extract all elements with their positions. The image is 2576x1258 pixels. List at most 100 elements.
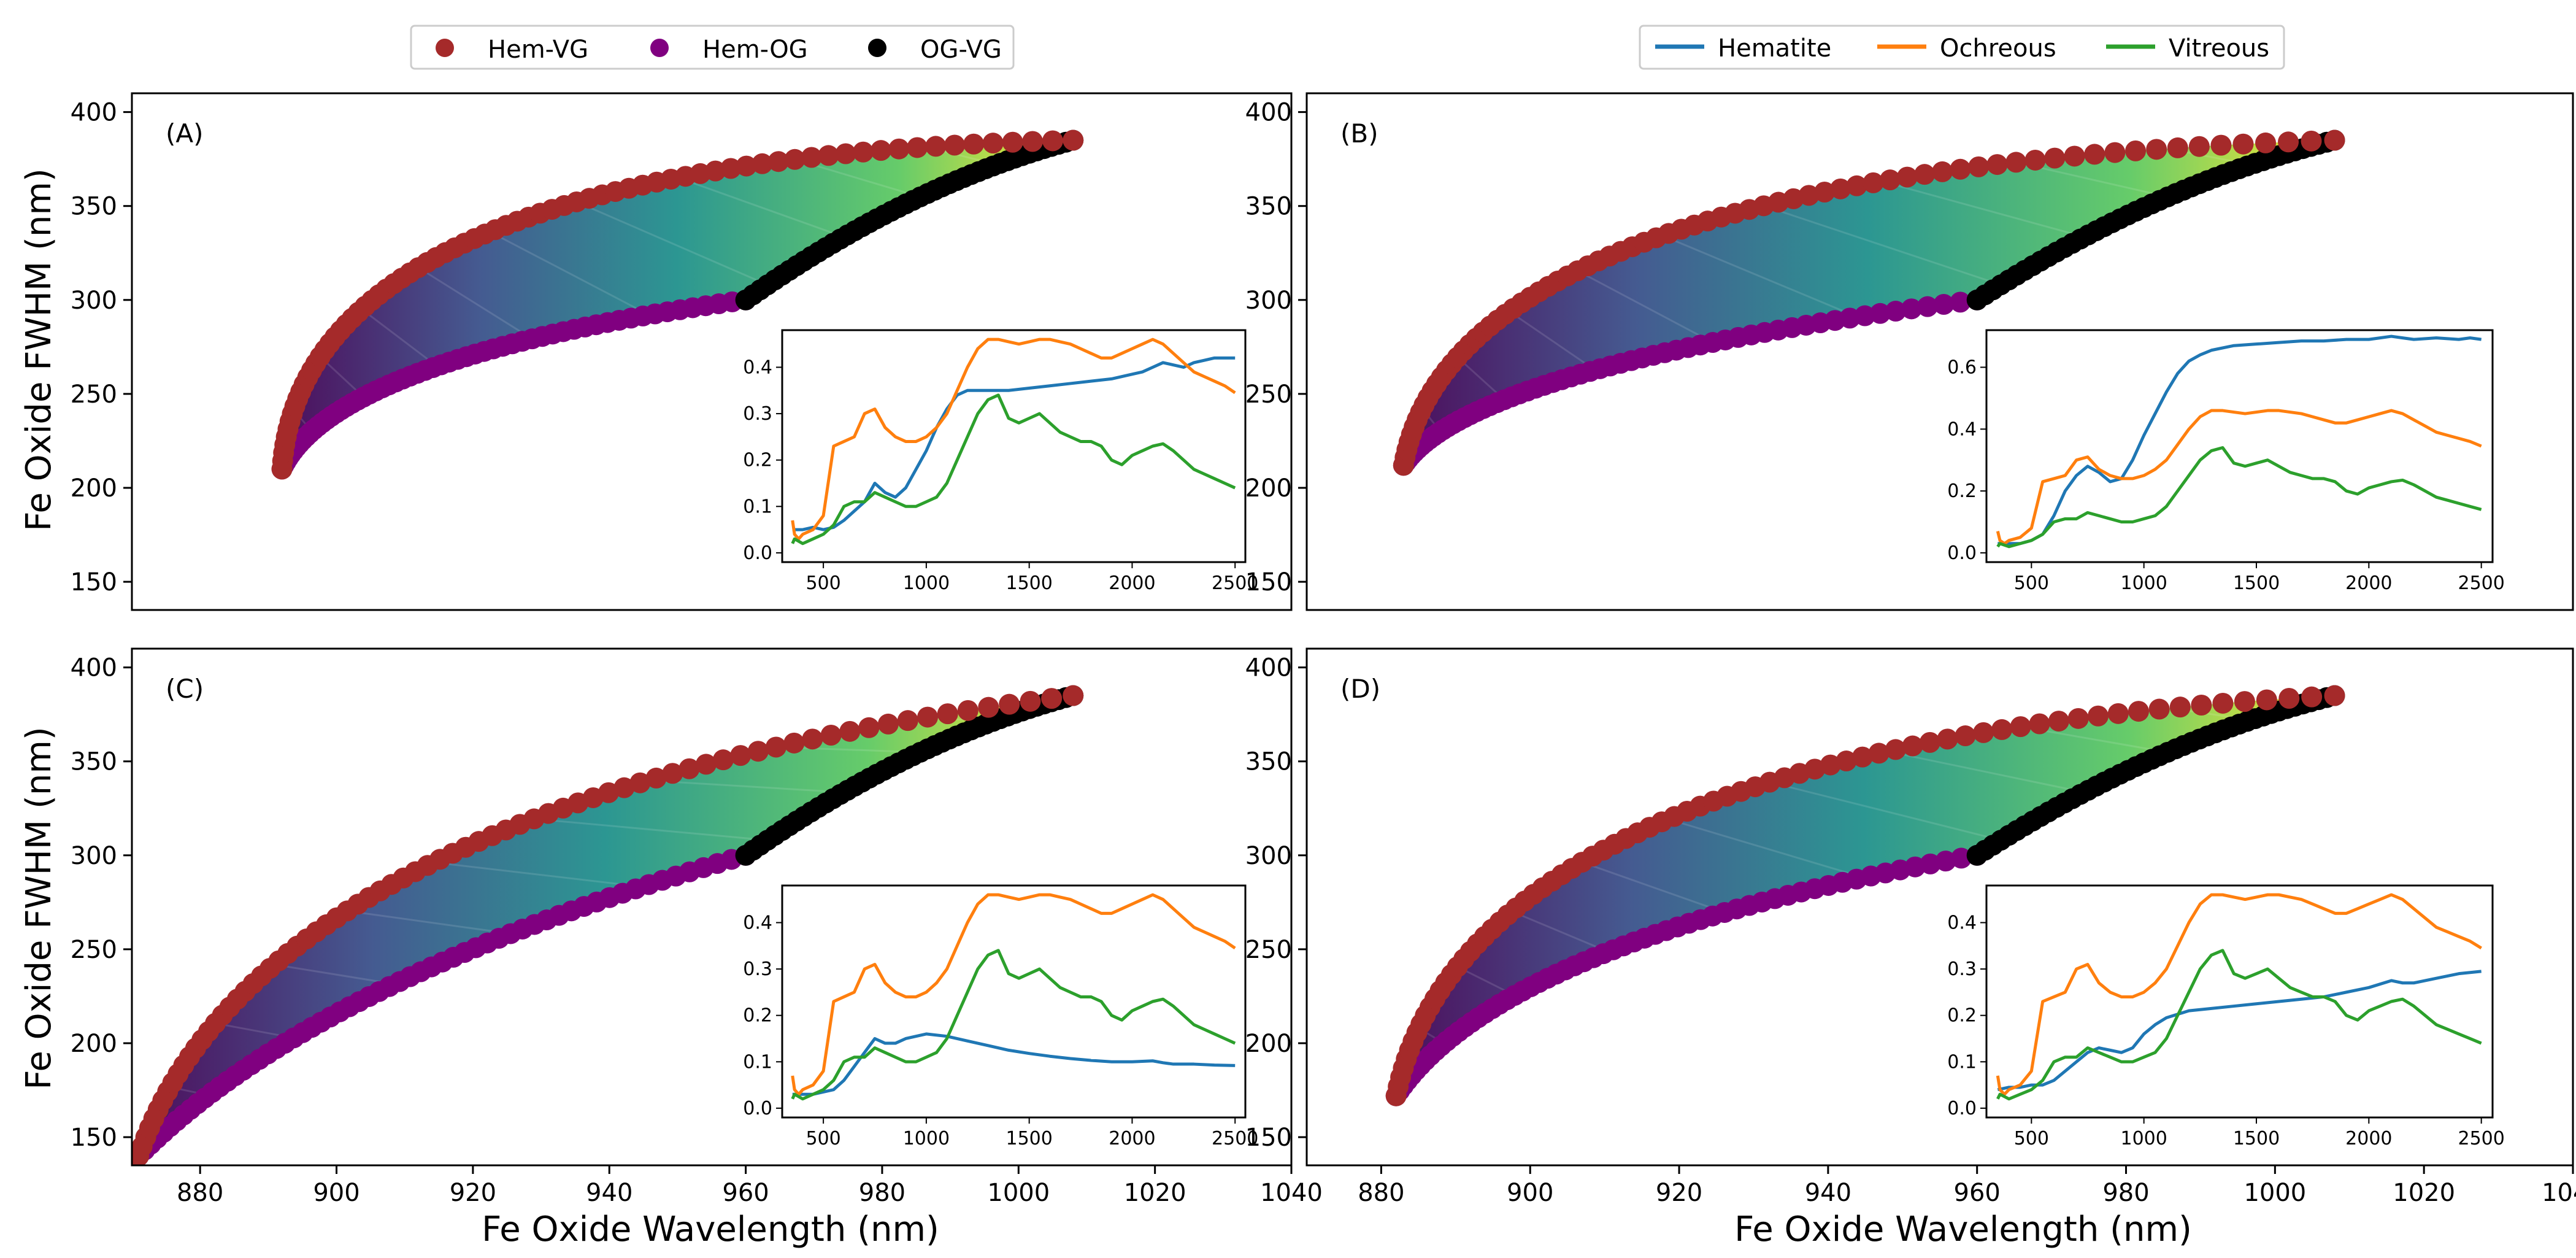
inset-y-tick-label: 0.4 xyxy=(743,912,772,933)
point-hem-vg xyxy=(1002,131,1023,153)
point-hem-vg xyxy=(858,717,880,738)
x-tick-label: 1000 xyxy=(2243,1179,2306,1207)
point-hem-og xyxy=(1901,298,1922,320)
spectrum-vitreous xyxy=(791,393,1236,546)
series-hem-vg xyxy=(271,129,1084,480)
point-hem-vg xyxy=(877,713,899,735)
point-hem-vg xyxy=(2210,134,2232,156)
point-hem-vg xyxy=(662,763,683,784)
legends: Hem-VG Hem-OG OG-VG Hematite Ochreous Vitreou… xyxy=(410,25,2285,70)
point-hem-vg xyxy=(1798,185,1820,206)
y-tick-label: 400 xyxy=(71,99,117,127)
point-hem-vg xyxy=(767,151,789,172)
inset-x-tick-label: 1500 xyxy=(2233,1128,2280,1149)
point-hem-vg xyxy=(801,147,822,168)
spectrum-hematite xyxy=(792,356,1236,531)
point-hem-vg xyxy=(765,736,786,758)
legend-marker-og-vg xyxy=(868,39,886,57)
point-hem-vg xyxy=(2104,142,2126,163)
point-hem-vg xyxy=(2301,686,2323,708)
inset-y-tick-label: 0.0 xyxy=(743,1098,772,1119)
point-hem-vg xyxy=(784,149,805,170)
series-hem-vg xyxy=(132,685,1084,1165)
series-hem-og xyxy=(132,844,756,1165)
mixing-streak xyxy=(1763,204,2002,286)
x-tick-label: 920 xyxy=(1656,1179,1702,1207)
inset-y-tick-label: 0.2 xyxy=(743,450,772,471)
mixing-streak xyxy=(1582,861,1725,914)
point-hem-vg xyxy=(1042,130,1063,152)
point-hem-vg xyxy=(2088,705,2109,727)
point-hem-vg xyxy=(982,133,1004,154)
point-hem-vg xyxy=(925,136,947,157)
inset-x-tick-label: 500 xyxy=(805,1128,840,1149)
point-hem-vg xyxy=(1896,166,1918,188)
point-hem-vg xyxy=(679,758,700,779)
point-hem-vg xyxy=(1885,739,1906,760)
mixing-streak xyxy=(347,909,511,935)
point-hem-vg xyxy=(897,710,918,731)
point-hem-vg xyxy=(2188,136,2210,157)
spectrum-hematite xyxy=(792,1032,1236,1096)
x-axis-label-left: Fe Oxide Wavelength (nm) xyxy=(482,1210,939,1249)
point-hem-og xyxy=(1854,305,1875,326)
plot-area xyxy=(271,129,1084,480)
inset-spectra: 500 1000 1500 2000 2500 0.0 0.1 0.2 0.3 0.4 xyxy=(1947,884,2505,1149)
point-hem-vg xyxy=(888,138,910,160)
point-hem-vg xyxy=(1020,690,1041,712)
series-hem-og xyxy=(1385,844,1988,1106)
point-hem-vg xyxy=(2232,133,2254,155)
y-tick-label: 300 xyxy=(71,287,117,315)
mixing-streak xyxy=(1881,180,2085,238)
point-hem-vg xyxy=(917,706,939,728)
inset-x-tick-label: 500 xyxy=(2014,573,2049,594)
point-hem-vg xyxy=(2169,697,2191,718)
series-og-vg xyxy=(735,129,1084,311)
point-hem-vg xyxy=(2024,149,2046,171)
x-tick-label: 900 xyxy=(313,1179,359,1207)
point-hem-vg xyxy=(1863,172,1884,193)
y-tick-label: 250 xyxy=(1245,380,1292,409)
point-hem-vg xyxy=(2084,144,2105,165)
inset-x-tick-label: 2500 xyxy=(2458,1128,2504,1149)
point-hem-vg xyxy=(1820,754,1841,776)
y-tick-label: 400 xyxy=(1245,99,1292,127)
point-hem-og xyxy=(1935,851,1956,872)
inset-spectra: 500 1000 1500 2000 2500 0.0 0.1 0.2 0.3 0.4 xyxy=(743,884,1258,1149)
point-hem-og xyxy=(1917,296,1938,317)
inset-y-tick-label: 0.1 xyxy=(743,1051,772,1073)
y-tick-label: 350 xyxy=(1245,748,1292,776)
legend-label-hem-og: Hem-OG xyxy=(702,36,808,64)
point-hem-vg xyxy=(752,153,773,174)
legend-label-vitreous: Vitreous xyxy=(2169,34,2269,63)
inset-y-tick-label: 0.3 xyxy=(743,403,772,425)
inset-x-tick-label: 1000 xyxy=(2120,1128,2167,1149)
legend-marker-hem-vg xyxy=(436,39,454,57)
inset-y-tick-label: 0.0 xyxy=(1947,542,1977,564)
mixing-streak xyxy=(361,308,438,367)
x-tick-label: 940 xyxy=(1805,1179,1851,1207)
spectrum-vitreous xyxy=(1996,949,2482,1101)
point-hem-vg xyxy=(2212,692,2234,714)
y-tick-label: 150 xyxy=(1245,568,1292,596)
axes-frame xyxy=(1305,92,2574,611)
legend-label-hem-vg: Hem-VG xyxy=(488,36,588,64)
y-tick-label: 150 xyxy=(1245,1124,1292,1152)
panel-label: (D) xyxy=(1340,674,1380,704)
point-hem-vg xyxy=(730,745,752,766)
point-hem-vg xyxy=(695,754,717,775)
point-hem-vg xyxy=(613,777,635,798)
point-hem-vg xyxy=(835,143,856,164)
point-hem-og xyxy=(1933,294,1955,315)
spectrum-hematite xyxy=(1997,334,2482,546)
mixing-streak xyxy=(1577,269,1713,344)
panel-label: (A) xyxy=(166,118,204,149)
point-hem-vg xyxy=(1937,728,1958,750)
mixing-streak xyxy=(1509,311,1596,371)
point-hem-vg xyxy=(944,134,966,156)
legend-label-hematite: Hematite xyxy=(1718,34,1831,63)
point-hem-vg xyxy=(2029,713,2050,735)
y-tick-label: 250 xyxy=(1245,936,1292,964)
point-hem-vg xyxy=(907,137,928,158)
